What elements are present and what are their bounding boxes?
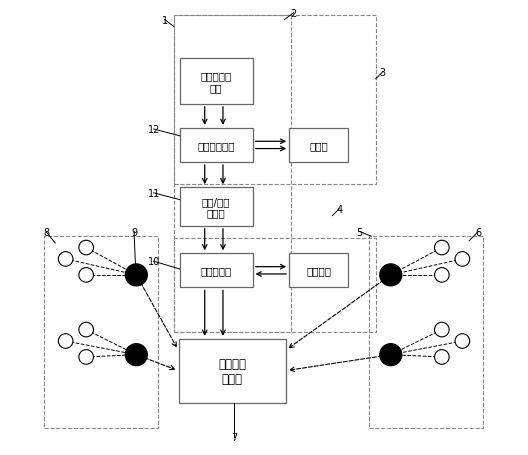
Circle shape [79,268,93,283]
Text: 蓄电池: 蓄电池 [309,141,328,151]
Circle shape [435,241,449,255]
Circle shape [435,350,449,364]
Text: 6: 6 [475,227,482,237]
Text: 11: 11 [147,188,160,198]
Text: 10: 10 [147,257,160,267]
Circle shape [435,268,449,283]
Bar [178,339,286,403]
Circle shape [380,344,402,366]
Circle shape [125,264,147,286]
Bar [180,59,252,105]
Bar [174,16,291,332]
Circle shape [59,334,73,349]
Bar [369,237,483,428]
Bar [289,128,348,162]
Text: 1: 1 [162,15,168,25]
Bar [289,253,348,288]
Text: 7: 7 [231,432,238,442]
Circle shape [455,334,470,349]
Bar [180,128,252,162]
Circle shape [455,252,470,267]
Text: 3: 3 [380,68,385,78]
Text: 9: 9 [131,227,137,237]
Bar [180,253,252,288]
Text: 并网控制器: 并网控制器 [201,266,232,276]
Text: 现场中央
控制器: 现场中央 控制器 [218,357,246,385]
Text: 12: 12 [147,125,160,135]
Text: 太阳能光伏
矩阵: 太阳能光伏 矩阵 [201,71,232,93]
Text: 4: 4 [336,204,342,214]
Circle shape [79,241,93,255]
Bar [174,16,376,184]
Circle shape [79,350,93,364]
Text: 5: 5 [356,227,363,237]
Bar [44,237,158,428]
Text: 直流/交流
逆变器: 直流/交流 逆变器 [202,196,230,218]
Circle shape [79,323,93,337]
Text: 2: 2 [290,9,297,19]
Circle shape [435,323,449,337]
Text: 8: 8 [43,227,49,237]
Circle shape [380,264,402,286]
Text: 太阳能控制器: 太阳能控制器 [197,141,235,151]
Circle shape [59,252,73,267]
Bar [180,187,252,226]
Text: 传统电网: 传统电网 [306,266,331,276]
Circle shape [125,344,147,366]
Bar [174,239,376,332]
